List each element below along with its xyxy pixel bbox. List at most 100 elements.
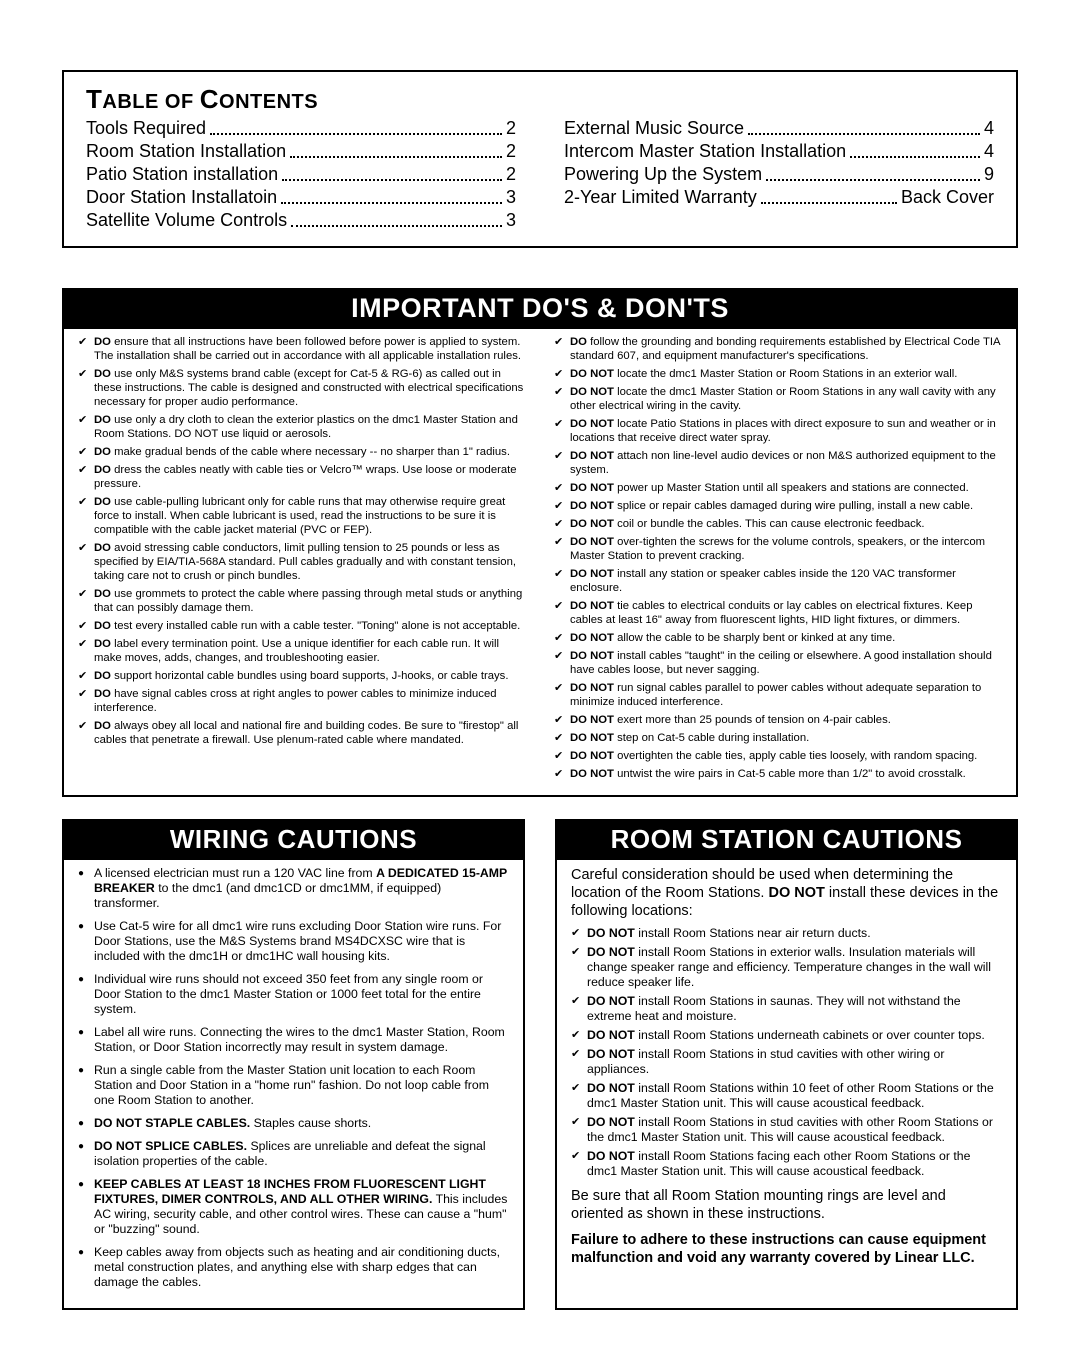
toc-page: Back Cover — [901, 186, 994, 209]
list-item: Use Cat-5 wire for all dmc1 wire runs ex… — [78, 919, 509, 964]
list-item: DO NOT install any station or speaker ca… — [554, 567, 1002, 595]
room-intro: Careful consideration should be used whe… — [571, 866, 1002, 920]
toc-dots — [748, 117, 980, 135]
list-item: DO NOT exert more than 25 pounds of tens… — [554, 713, 1002, 727]
wiring-list: A licensed electrician must run a 120 VA… — [78, 866, 509, 1290]
list-item: DO NOT untwist the wire pairs in Cat-5 c… — [554, 767, 1002, 781]
list-item: DO NOT install Room Stations in stud cav… — [571, 1047, 1002, 1077]
list-item: DO NOT install Room Stations in exterior… — [571, 945, 1002, 990]
list-item: DO dress the cables neatly with cable ti… — [78, 463, 526, 491]
dos-donts-section: IMPORTANT DO'S & DON'TS DO ensure that a… — [62, 288, 1018, 797]
list-item: DO NOT install cables "taught" in the ce… — [554, 649, 1002, 677]
toc-row: Intercom Master Station Installation 4 — [564, 140, 994, 163]
list-item: DO NOT locate the dmc1 Master Station or… — [554, 385, 1002, 413]
toc-page: 2 — [506, 117, 516, 140]
toc-label: Room Station Installation — [86, 140, 286, 163]
toc-page: 4 — [984, 140, 994, 163]
list-item: DO NOT locate the dmc1 Master Station or… — [554, 367, 1002, 381]
list-item: Individual wire runs should not exceed 3… — [78, 972, 509, 1017]
toc-row: Satellite Volume Controls 3 — [86, 209, 516, 232]
toc-dots — [761, 186, 897, 204]
list-item: DO NOT install Room Stations near air re… — [571, 926, 1002, 941]
list-item: DO NOT power up Master Station until all… — [554, 481, 1002, 495]
toc-row: Room Station Installation 2 — [86, 140, 516, 163]
list-item: Label all wire runs. Connecting the wire… — [78, 1025, 509, 1055]
list-item: DO NOT attach non line-level audio devic… — [554, 449, 1002, 477]
list-item: DO NOT install Room Stations in saunas. … — [571, 994, 1002, 1024]
list-item: DO NOT tie cables to electrical conduits… — [554, 599, 1002, 627]
list-item: DO label every termination point. Use a … — [78, 637, 526, 665]
list-item: Run a single cable from the Master Stati… — [78, 1063, 509, 1108]
toc-page: 2 — [506, 140, 516, 163]
toc-row: Powering Up the System 9 — [564, 163, 994, 186]
dos-column-right: DO follow the grounding and bonding requ… — [554, 335, 1002, 785]
room-list: DO NOT install Room Stations near air re… — [571, 926, 1002, 1179]
toc-dots — [210, 117, 502, 135]
list-item: DO NOT install Room Stations within 10 f… — [571, 1081, 1002, 1111]
list-item: DO NOT install Room Stations underneath … — [571, 1028, 1002, 1043]
list-item: DO ensure that all instructions have bee… — [78, 335, 526, 363]
toc-dots — [766, 163, 980, 181]
list-item: DO NOT STAPLE CABLES. Staples cause shor… — [78, 1116, 509, 1131]
list-item: DO use cable-pulling lubricant only for … — [78, 495, 526, 537]
toc-row: Tools Required 2 — [86, 117, 516, 140]
list-item: DO test every installed cable run with a… — [78, 619, 526, 633]
list-item: DO NOT run signal cables parallel to pow… — [554, 681, 1002, 709]
room-closing-2: Failure to adhere to these instructions … — [571, 1231, 1002, 1267]
list-item: DO use grommets to protect the cable whe… — [78, 587, 526, 615]
toc-label: Tools Required — [86, 117, 206, 140]
list-item: DO avoid stressing cable conductors, lim… — [78, 541, 526, 583]
list-item: DO have signal cables cross at right ang… — [78, 687, 526, 715]
toc-dots — [291, 209, 502, 227]
toc-title: TABLE OF CONTENTS — [86, 84, 994, 115]
toc-label: Satellite Volume Controls — [86, 209, 287, 232]
toc-page: 2 — [506, 163, 516, 186]
toc-dots — [850, 140, 980, 158]
toc-label: Powering Up the System — [564, 163, 762, 186]
list-item: Keep cables away from objects such as he… — [78, 1245, 509, 1290]
toc-label: Patio Station installation — [86, 163, 278, 186]
toc-row: Door Station Installatoin 3 — [86, 186, 516, 209]
list-item: DO NOT coil or bundle the cables. This c… — [554, 517, 1002, 531]
toc-dots — [290, 140, 502, 158]
toc-column-right: External Music Source4Intercom Master St… — [564, 117, 994, 232]
list-item: A licensed electrician must run a 120 VA… — [78, 866, 509, 911]
table-of-contents: TABLE OF CONTENTS Tools Required2Room St… — [62, 70, 1018, 248]
list-item: DO support horizontal cable bundles usin… — [78, 669, 526, 683]
dos-column-left: DO ensure that all instructions have bee… — [78, 335, 526, 785]
toc-row: External Music Source 4 — [564, 117, 994, 140]
wiring-header: WIRING CAUTIONS — [64, 821, 523, 860]
wiring-cautions-section: WIRING CAUTIONS A licensed electrician m… — [62, 819, 525, 1310]
list-item: DO NOT over-tighten the screws for the v… — [554, 535, 1002, 563]
list-item: DO make gradual bends of the cable where… — [78, 445, 526, 459]
toc-page: 4 — [984, 117, 994, 140]
toc-label: Intercom Master Station Installation — [564, 140, 846, 163]
list-item: DO NOT install Room Stations facing each… — [571, 1149, 1002, 1179]
toc-page: 3 — [506, 209, 516, 232]
toc-label: Door Station Installatoin — [86, 186, 277, 209]
list-item: DO NOT locate Patio Stations in places w… — [554, 417, 1002, 445]
list-item: DO NOT SPLICE CABLES. Splices are unreli… — [78, 1139, 509, 1169]
toc-dots — [281, 186, 502, 204]
list-item: DO NOT allow the cable to be sharply ben… — [554, 631, 1002, 645]
list-item: DO use only M&S systems brand cable (exc… — [78, 367, 526, 409]
list-item: DO NOT install Room Stations in stud cav… — [571, 1115, 1002, 1145]
dos-header: IMPORTANT DO'S & DON'TS — [64, 290, 1016, 329]
toc-label: External Music Source — [564, 117, 744, 140]
toc-page: 3 — [506, 186, 516, 209]
toc-page: 9 — [984, 163, 994, 186]
list-item: DO always obey all local and national fi… — [78, 719, 526, 747]
toc-dots — [282, 163, 502, 181]
list-item: DO follow the grounding and bonding requ… — [554, 335, 1002, 363]
toc-column-left: Tools Required2Room Station Installation… — [86, 117, 516, 232]
room-header: ROOM STATION CAUTIONS — [557, 821, 1016, 860]
list-item: DO NOT step on Cat-5 cable during instal… — [554, 731, 1002, 745]
room-station-cautions-section: ROOM STATION CAUTIONS Careful considerat… — [555, 819, 1018, 1310]
toc-row: 2-Year Limited Warranty Back Cover — [564, 186, 994, 209]
room-closing-1: Be sure that all Room Station mounting r… — [571, 1187, 1002, 1223]
list-item: DO use only a dry cloth to clean the ext… — [78, 413, 526, 441]
toc-row: Patio Station installation 2 — [86, 163, 516, 186]
list-item: KEEP CABLES AT LEAST 18 INCHES FROM FLUO… — [78, 1177, 509, 1237]
list-item: DO NOT overtighten the cable ties, apply… — [554, 749, 1002, 763]
toc-label: 2-Year Limited Warranty — [564, 186, 757, 209]
